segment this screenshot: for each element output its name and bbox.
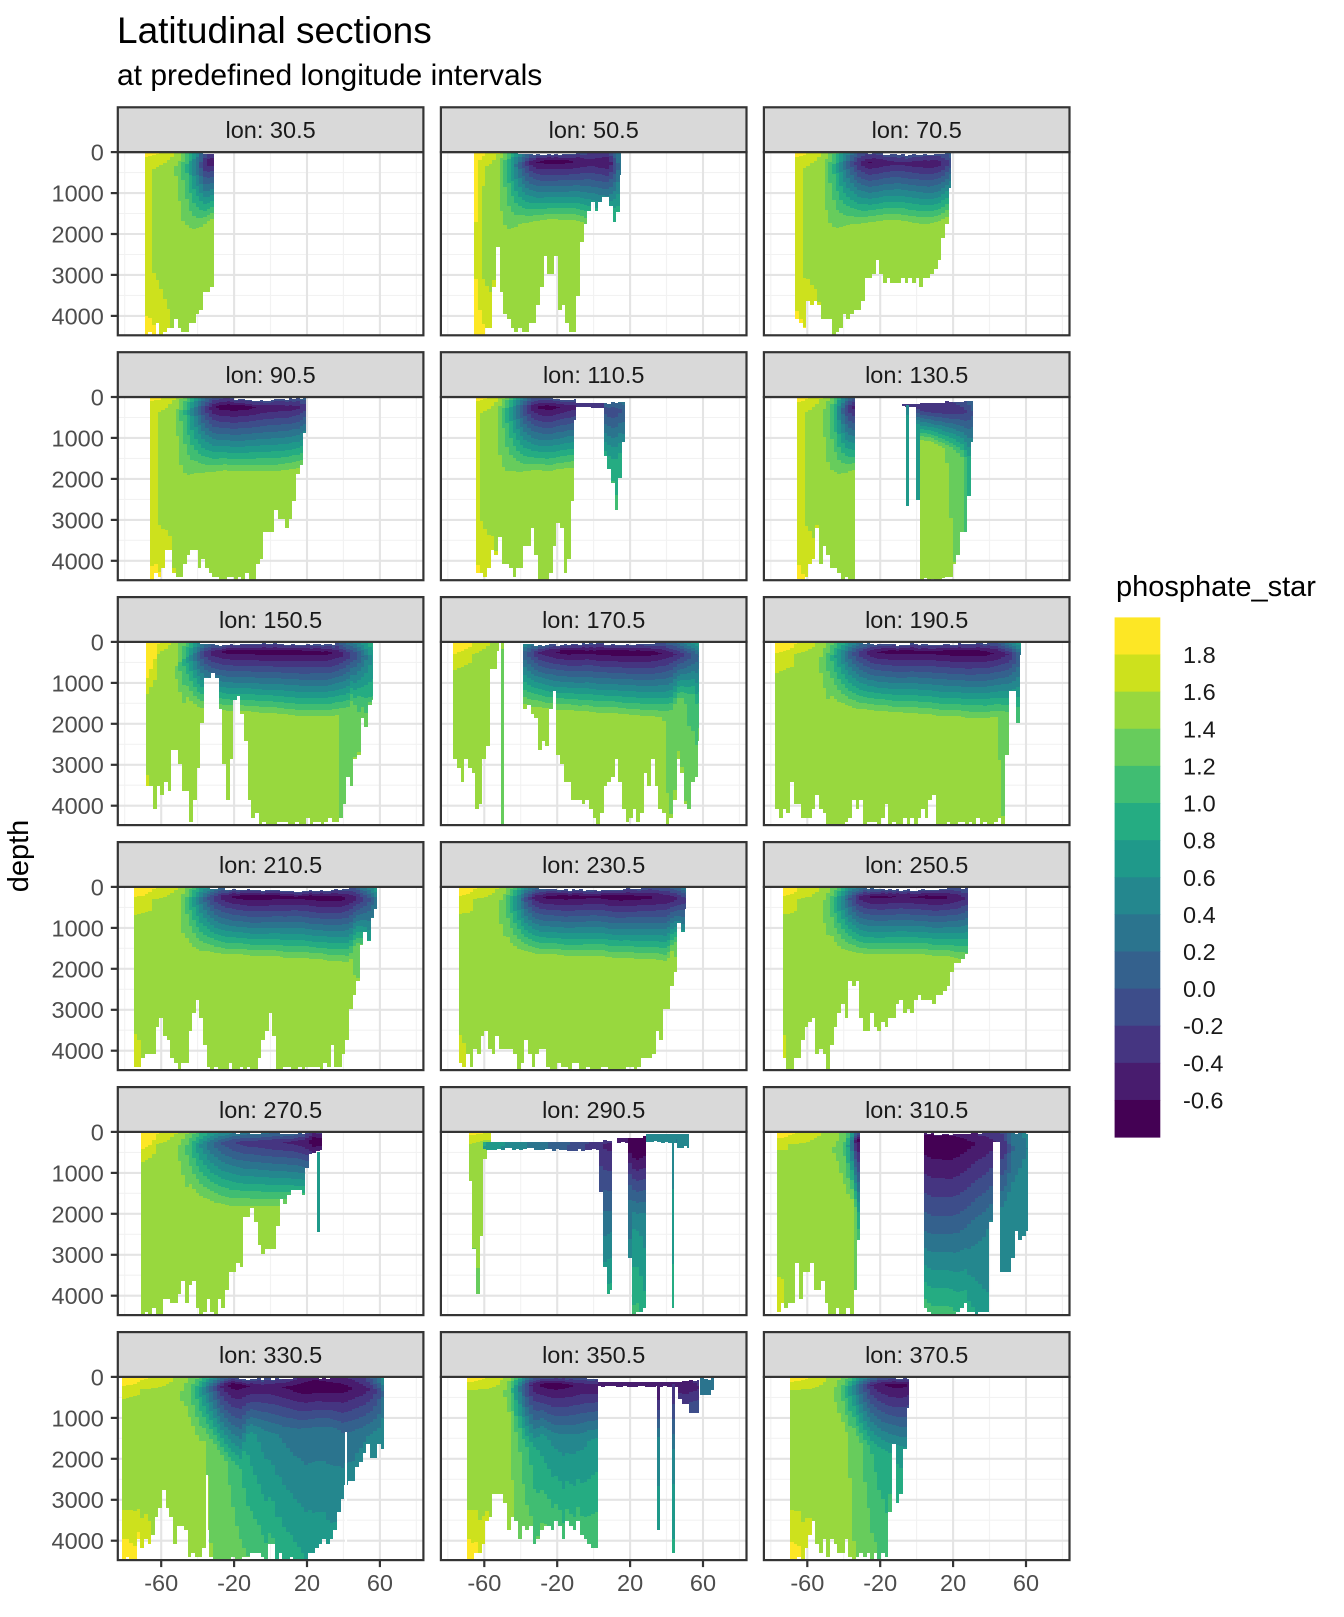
svg-text:1000: 1000 bbox=[52, 425, 104, 451]
svg-text:1.2: 1.2 bbox=[1183, 753, 1216, 779]
svg-text:-20: -20 bbox=[540, 1570, 574, 1596]
svg-text:lon: 310.5: lon: 310.5 bbox=[865, 1097, 968, 1123]
svg-text:lon: 290.5: lon: 290.5 bbox=[542, 1097, 645, 1123]
svg-text:1.6: 1.6 bbox=[1183, 679, 1216, 705]
svg-text:4000: 4000 bbox=[52, 793, 104, 819]
svg-text:2000: 2000 bbox=[52, 711, 104, 737]
svg-text:1.8: 1.8 bbox=[1183, 642, 1216, 668]
svg-text:3000: 3000 bbox=[52, 507, 104, 533]
svg-text:lon: 370.5: lon: 370.5 bbox=[865, 1342, 968, 1368]
svg-text:phosphate_star: phosphate_star bbox=[1116, 571, 1316, 603]
svg-text:1000: 1000 bbox=[52, 915, 104, 941]
svg-text:-0.2: -0.2 bbox=[1183, 1013, 1224, 1039]
svg-text:3000: 3000 bbox=[52, 752, 104, 778]
svg-text:lon: 250.5: lon: 250.5 bbox=[865, 852, 968, 878]
svg-text:lon: 330.5: lon: 330.5 bbox=[219, 1342, 322, 1368]
svg-text:depth: depth bbox=[3, 820, 35, 893]
svg-text:20: 20 bbox=[294, 1570, 320, 1596]
svg-text:lon: 130.5: lon: 130.5 bbox=[865, 362, 968, 388]
svg-text:0.8: 0.8 bbox=[1183, 828, 1216, 854]
svg-text:1000: 1000 bbox=[52, 1405, 104, 1431]
svg-text:1000: 1000 bbox=[52, 670, 104, 696]
svg-text:0.4: 0.4 bbox=[1183, 902, 1216, 928]
svg-text:-0.4: -0.4 bbox=[1183, 1050, 1224, 1076]
svg-text:-60: -60 bbox=[144, 1570, 178, 1596]
svg-text:4000: 4000 bbox=[52, 548, 104, 574]
svg-text:3000: 3000 bbox=[52, 262, 104, 288]
svg-text:lon: 170.5: lon: 170.5 bbox=[542, 607, 645, 633]
svg-text:2000: 2000 bbox=[52, 956, 104, 982]
svg-text:1.4: 1.4 bbox=[1183, 716, 1216, 742]
svg-text:lon: 350.5: lon: 350.5 bbox=[542, 1342, 645, 1368]
svg-text:lon: 110.5: lon: 110.5 bbox=[543, 362, 644, 388]
svg-text:lon: 50.5: lon: 50.5 bbox=[549, 117, 639, 143]
svg-text:lon: 70.5: lon: 70.5 bbox=[872, 117, 962, 143]
svg-text:20: 20 bbox=[617, 1570, 643, 1596]
svg-text:4000: 4000 bbox=[52, 1038, 104, 1064]
svg-text:0: 0 bbox=[91, 874, 104, 900]
svg-text:0: 0 bbox=[91, 1364, 104, 1390]
svg-text:-20: -20 bbox=[217, 1570, 251, 1596]
svg-text:2000: 2000 bbox=[52, 466, 104, 492]
svg-text:4000: 4000 bbox=[52, 1528, 104, 1554]
svg-text:3000: 3000 bbox=[52, 1487, 104, 1513]
svg-text:0.6: 0.6 bbox=[1183, 865, 1216, 891]
svg-text:0: 0 bbox=[91, 629, 104, 655]
svg-text:2000: 2000 bbox=[52, 222, 104, 248]
svg-text:4000: 4000 bbox=[52, 1283, 104, 1309]
svg-text:4000: 4000 bbox=[52, 303, 104, 329]
svg-text:0: 0 bbox=[91, 385, 104, 411]
svg-text:1.0: 1.0 bbox=[1183, 791, 1216, 817]
svg-text:60: 60 bbox=[690, 1570, 716, 1596]
svg-text:lon: 90.5: lon: 90.5 bbox=[226, 362, 316, 388]
svg-text:1000: 1000 bbox=[52, 181, 104, 207]
svg-text:20: 20 bbox=[940, 1570, 966, 1596]
svg-text:at predefined longitude interv: at predefined longitude intervals bbox=[117, 59, 542, 92]
svg-text:0.0: 0.0 bbox=[1183, 976, 1216, 1002]
svg-text:-60: -60 bbox=[790, 1570, 824, 1596]
svg-text:-20: -20 bbox=[863, 1570, 897, 1596]
svg-text:Latitudinal sections: Latitudinal sections bbox=[117, 10, 432, 51]
svg-text:60: 60 bbox=[367, 1570, 393, 1596]
svg-text:2000: 2000 bbox=[52, 1201, 104, 1227]
svg-text:lon: 190.5: lon: 190.5 bbox=[865, 607, 968, 633]
svg-text:lon: 230.5: lon: 230.5 bbox=[542, 852, 645, 878]
svg-text:lon: 30.5: lon: 30.5 bbox=[226, 117, 316, 143]
svg-text:0: 0 bbox=[91, 1119, 104, 1145]
svg-text:3000: 3000 bbox=[52, 1242, 104, 1268]
svg-text:3000: 3000 bbox=[52, 997, 104, 1023]
svg-text:lon: 210.5: lon: 210.5 bbox=[219, 852, 322, 878]
svg-text:1000: 1000 bbox=[52, 1160, 104, 1186]
svg-text:lon: 150.5: lon: 150.5 bbox=[219, 607, 322, 633]
svg-text:lon: 270.5: lon: 270.5 bbox=[219, 1097, 322, 1123]
svg-text:2000: 2000 bbox=[52, 1446, 104, 1472]
svg-text:-60: -60 bbox=[467, 1570, 501, 1596]
svg-text:0.2: 0.2 bbox=[1183, 939, 1216, 965]
svg-text:60: 60 bbox=[1013, 1570, 1039, 1596]
svg-text:0: 0 bbox=[91, 140, 104, 166]
svg-text:-0.6: -0.6 bbox=[1183, 1088, 1224, 1114]
